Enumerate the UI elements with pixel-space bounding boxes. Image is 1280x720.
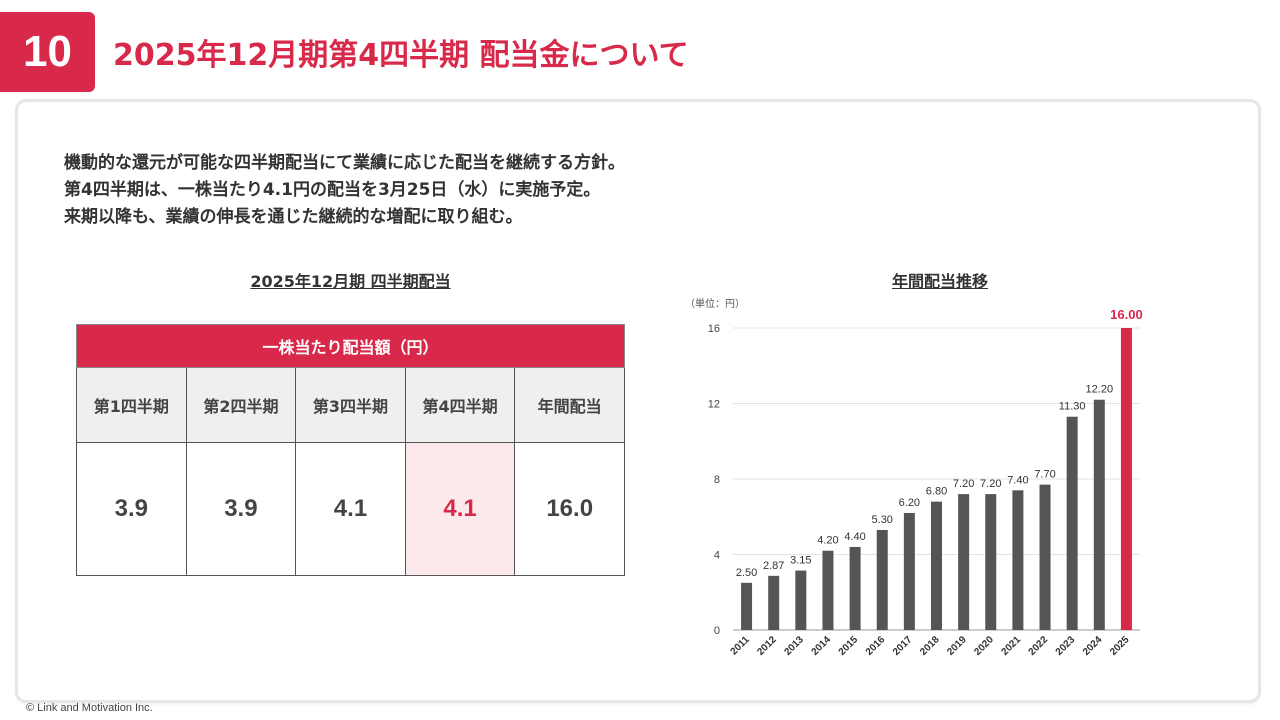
column-q4: 第4四半期 xyxy=(404,367,516,443)
bar xyxy=(903,512,915,630)
bar xyxy=(822,550,834,630)
bar xyxy=(849,546,861,630)
data-label: 11.30 xyxy=(1059,401,1086,413)
bar xyxy=(741,582,753,630)
x-tick-label: 2013 xyxy=(782,634,806,658)
bar xyxy=(768,575,780,630)
page-number-badge: 10 xyxy=(0,12,95,92)
x-tick-label: 2024 xyxy=(1081,634,1105,658)
bar xyxy=(958,494,970,630)
y-tick-label: 12 xyxy=(708,399,720,411)
intro-line-2: 第4四半期は、一株当たり4.1円の配当を3月25日（水）に実施予定。 xyxy=(64,180,601,200)
value-q2: 3.9 xyxy=(185,442,297,576)
chart-title: 年間配当推移 xyxy=(891,272,988,291)
column-q2: 第2四半期 xyxy=(185,367,297,443)
bar xyxy=(1120,328,1132,630)
value-annual: 16.0 xyxy=(514,442,625,576)
table-title: 2025年12月期 四半期配当 xyxy=(250,272,451,291)
x-tick-label: 2023 xyxy=(1054,634,1078,658)
x-tick-label: 2014 xyxy=(810,634,834,658)
data-label: 16.00 xyxy=(1110,307,1143,322)
x-tick-label: 2019 xyxy=(945,634,969,658)
y-tick-label: 16 xyxy=(708,323,720,335)
column-annual: 年間配当 xyxy=(514,367,625,443)
data-label: 2.87 xyxy=(763,560,784,572)
unit-label: （単位：円） xyxy=(685,297,745,310)
x-tick-label: 2020 xyxy=(972,634,996,658)
data-label: 5.30 xyxy=(872,514,893,526)
data-label: 6.80 xyxy=(926,486,947,498)
x-tick-label: 2022 xyxy=(1027,634,1051,658)
intro-line-3: 来期以降も、業績の伸長を通じた継続的な増配に取り組む。 xyxy=(64,207,523,227)
x-tick-label: 2017 xyxy=(891,634,915,658)
bar xyxy=(1066,416,1078,630)
value-q4: 4.1 xyxy=(404,442,516,576)
intro-text: 機動的な還元が可能な四半期配当にて業績に応じた配当を継続する方針。 第4四半期は… xyxy=(64,150,625,231)
data-label: 7.20 xyxy=(980,478,1001,490)
data-label: 7.20 xyxy=(953,478,974,490)
x-tick-label: 2012 xyxy=(755,634,779,658)
bar xyxy=(876,529,888,630)
bar xyxy=(1093,399,1105,630)
dividend-table: 一株当たり配当額（円） 第1四半期 第2四半期 第3四半期 第4四半期 年間配当… xyxy=(76,324,625,576)
x-tick-label: 2015 xyxy=(837,634,861,658)
x-tick-label: 2021 xyxy=(1000,634,1024,658)
data-label: 12.20 xyxy=(1086,384,1114,396)
data-label: 4.40 xyxy=(844,531,865,543)
x-tick-label: 2011 xyxy=(729,634,752,657)
x-tick-label: 2016 xyxy=(864,634,888,658)
bar xyxy=(931,501,942,630)
data-label: 7.70 xyxy=(1034,469,1055,481)
y-tick-label: 4 xyxy=(714,550,720,562)
bar xyxy=(985,494,997,630)
copyright-footer: © Link and Motivation Inc. xyxy=(26,702,153,714)
bar xyxy=(795,570,807,630)
value-q3: 4.1 xyxy=(295,442,406,576)
data-label: 3.15 xyxy=(790,555,811,567)
x-tick-label: 2018 xyxy=(918,634,942,658)
page-title: 2025年12月期第4四半期 配当金について xyxy=(113,38,689,73)
column-q3: 第3四半期 xyxy=(295,367,406,443)
annual-dividend-chart: （単位：円） 0 4 8 12 16 2.50 2011 2.87 2012 3.15 2013 4.2… xyxy=(685,297,1143,658)
y-tick-label: 8 xyxy=(714,474,720,486)
y-tick-label: 0 xyxy=(714,625,720,637)
data-label: 4.20 xyxy=(817,535,838,547)
bar xyxy=(1012,490,1024,630)
table-header: 一株当たり配当額（円） xyxy=(76,324,625,368)
intro-line-1: 機動的な還元が可能な四半期配当にて業績に応じた配当を継続する方針。 xyxy=(64,153,625,173)
value-q1: 3.9 xyxy=(76,442,187,576)
data-label: 6.20 xyxy=(899,497,920,509)
column-q1: 第1四半期 xyxy=(76,367,187,443)
data-label: 2.50 xyxy=(736,567,757,579)
x-tick-label: 2025 xyxy=(1108,634,1132,658)
bar xyxy=(1039,484,1051,630)
data-label: 7.40 xyxy=(1007,474,1028,486)
